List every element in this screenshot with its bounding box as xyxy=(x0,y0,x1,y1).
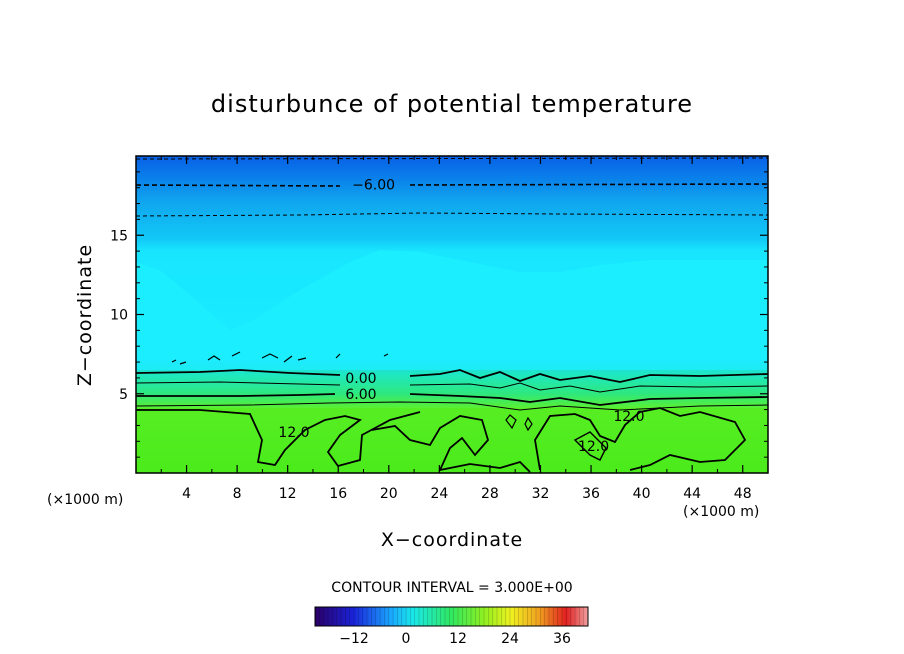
colorbar-tick-label: 0 xyxy=(402,631,411,647)
contour-label: 12.0 xyxy=(578,439,609,455)
contour-twelve-c xyxy=(534,407,747,471)
x-tick-label: 28 xyxy=(481,486,499,502)
colorbar-ticks: −12 0 12 24 36 xyxy=(339,631,571,647)
x-axis-ticks: 4 8 12 16 20 24 28 32 36 40 44 48 xyxy=(160,156,752,502)
contour-six xyxy=(136,393,768,406)
contour-twelve-e xyxy=(505,414,533,432)
contour-twelve-b xyxy=(371,415,531,473)
field-patch-dome xyxy=(136,250,768,370)
contour-interval-text: CONTOUR INTERVAL = 3.000E+00 xyxy=(331,580,572,596)
contour-lines xyxy=(136,157,768,473)
y-axis-label: Z−coordinate xyxy=(74,244,96,386)
contour-label: −6.00 xyxy=(352,178,395,194)
y-tick-label: 15 xyxy=(110,228,128,244)
contour-three xyxy=(136,381,768,393)
x-tick-label: 4 xyxy=(182,486,191,502)
contour-minus6 xyxy=(136,183,768,187)
x-tick-label: 24 xyxy=(430,486,448,502)
x-tick-label: 36 xyxy=(582,486,600,502)
colorbar-divisions xyxy=(319,607,584,626)
contour-zero xyxy=(136,369,768,383)
contour-speckle xyxy=(171,351,389,365)
colorbar-tick-label: 24 xyxy=(501,631,519,647)
y-tick-label: 10 xyxy=(110,308,128,324)
x-tick-label: 32 xyxy=(532,486,550,502)
contour-minus3 xyxy=(136,212,768,217)
x-unit-left: (×1000 m) xyxy=(47,492,123,508)
x-tick-label: 12 xyxy=(279,486,297,502)
y-axis-ticks: 5 10 15 xyxy=(110,171,768,458)
contour-label: 0.00 xyxy=(345,371,376,387)
contour-label: 12.0 xyxy=(278,425,309,441)
plot-area xyxy=(136,156,768,473)
colorbar xyxy=(314,606,589,627)
x-unit-right: (×1000 m) xyxy=(683,504,759,520)
contour-label: 6.00 xyxy=(345,387,376,403)
contour-label: 12.0 xyxy=(613,409,644,425)
contour-twelve-a xyxy=(136,409,421,468)
colorbar-tick-label: 36 xyxy=(553,631,571,647)
chart-title: disturbunce of potential temperature xyxy=(211,90,693,118)
x-tick-label: 16 xyxy=(329,486,347,502)
colorbar-tick-label: 12 xyxy=(449,631,467,647)
contour-minus9 xyxy=(136,157,768,160)
x-tick-label: 20 xyxy=(380,486,398,502)
field-patch-lower xyxy=(136,408,768,473)
contour-twelve-d xyxy=(573,431,607,461)
x-tick-label: 48 xyxy=(734,486,752,502)
x-tick-label: 40 xyxy=(633,486,651,502)
x-axis-label: X−coordinate xyxy=(381,529,523,551)
x-tick-label: 8 xyxy=(233,486,242,502)
y-tick-label: 5 xyxy=(119,387,128,403)
colorbar-tick-label: −12 xyxy=(339,631,369,647)
x-tick-label: 44 xyxy=(683,486,701,502)
